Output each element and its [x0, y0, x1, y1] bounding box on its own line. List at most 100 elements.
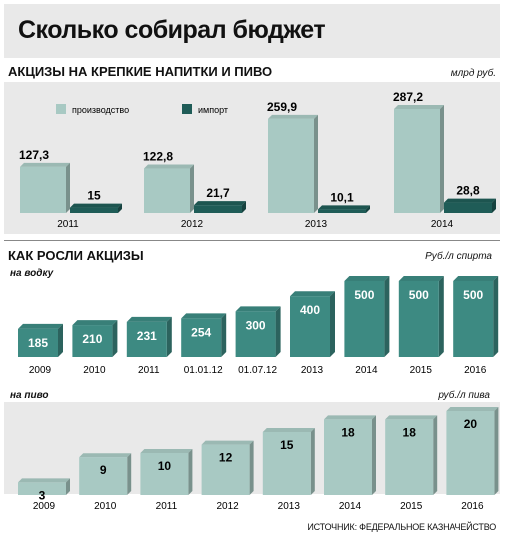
bar-vodka-2015-top [398, 276, 444, 281]
label-vodka-2014: 500 [354, 288, 374, 302]
legend-production-label: производство [72, 105, 129, 115]
bar-vodka-2009-side [58, 323, 63, 357]
bar-beer-2010 [79, 457, 128, 495]
bar-beer-2010-top [79, 453, 132, 458]
bar-vodka-2010 [72, 325, 113, 357]
label-beer-2011: 10 [158, 459, 172, 473]
label-beer-2009: 3 [39, 488, 46, 502]
tick-beer-2015: 2015 [400, 501, 423, 512]
legend-import-swatch [182, 104, 192, 114]
label-vodka-01.07.12: 300 [246, 318, 266, 332]
bar-beer-2016 [446, 411, 495, 495]
bar-import-2013 [318, 209, 366, 213]
tick-beer-2012: 2012 [216, 501, 239, 512]
bar-beer-2013-top [262, 428, 315, 432]
bar-vodka-2014 [344, 281, 385, 357]
beer-unit: руб./л пива [438, 390, 490, 401]
tick-vodka-2015: 2015 [410, 365, 433, 376]
bar-beer-2015 [385, 419, 434, 495]
label-production-2014: 287,2 [393, 90, 423, 104]
bar-beer-2012 [201, 444, 250, 495]
bar-vodka-2016-side [493, 276, 499, 357]
bar-import-2014-side [492, 198, 496, 213]
legend-import-label: импорт [198, 105, 228, 115]
tick-vodka-01.07.12: 01.07.12 [238, 365, 277, 376]
label-vodka-2009: 185 [28, 336, 48, 350]
bar-vodka-2010-side [112, 320, 118, 357]
label-vodka-01.01.12: 254 [191, 325, 211, 339]
bar-vodka-2014-top [344, 276, 390, 281]
label-vodka-2011: 231 [137, 329, 157, 343]
bar-production-2012-top [144, 164, 194, 169]
bar-vodka-2011 [126, 321, 167, 357]
bar-beer-2013-side [310, 428, 315, 495]
label-beer-2013: 15 [280, 438, 294, 452]
tick-beer-2016: 2016 [461, 501, 484, 512]
bar-vodka-01.01.12 [181, 318, 222, 357]
page-title: Сколько собирал бюджет [18, 16, 326, 44]
label-beer-2014: 18 [341, 425, 355, 439]
label-beer-2016: 20 [464, 417, 478, 431]
section-divider [4, 240, 500, 241]
label-production-2012: 122,8 [143, 150, 173, 164]
label-production-2013: 259,9 [267, 100, 297, 114]
bar-import-2013-top [318, 205, 370, 210]
bar-vodka-2009 [18, 328, 58, 357]
bar-import-2014 [444, 202, 492, 213]
bar-import-2012-side [242, 201, 246, 213]
tick-beer-2011: 2011 [156, 501, 178, 512]
title-panel: Сколько собирал бюджет [4, 4, 500, 58]
bar-vodka-01.01.12-top [181, 313, 227, 319]
bar-import-2012 [194, 205, 242, 213]
section1-title: АКЦИЗЫ НА КРЕПКИЕ НАПИТКИ И ПИВО [8, 64, 273, 79]
bar-beer-2009 [18, 482, 66, 495]
bar-vodka-2014-side [384, 276, 390, 357]
bar-beer-2013 [262, 432, 311, 495]
label-import-2011: 15 [87, 189, 101, 203]
tick-year-2012: 2012 [181, 219, 204, 230]
bar-vodka-2011-side [166, 316, 172, 357]
label-vodka-2016: 500 [463, 288, 483, 302]
bar-beer-2014-top [324, 415, 376, 420]
tick-vodka-2009: 2009 [29, 365, 52, 376]
bar-beer-2011 [140, 453, 189, 495]
legend-production-swatch [56, 104, 66, 114]
bar-import-2011-top [70, 203, 122, 208]
section2-title: КАК РОСЛИ АКЦИЗЫ [8, 248, 144, 263]
tick-vodka-2013: 2013 [301, 365, 324, 376]
label-import-2014: 28,8 [456, 184, 480, 198]
section1-unit: млрд руб. [450, 68, 496, 79]
bar-import-2014-top [444, 198, 496, 203]
bar-production-2013-top [268, 114, 318, 119]
bar-production-2011 [20, 166, 66, 213]
source-note: ИСТОЧНИК: ФЕДЕРАЛЬНОЕ КАЗНАЧЕЙСТВО [307, 522, 496, 532]
bar-production-2012 [144, 168, 190, 213]
tick-year-2013: 2013 [305, 219, 328, 230]
vodka-label: на водку [10, 268, 54, 279]
section2-unit: Руб./л спирта [425, 251, 492, 262]
bar-beer-2016-side [494, 407, 499, 495]
bar-beer-2015-side [433, 415, 438, 495]
bar-vodka-2016-top [453, 276, 499, 281]
tick-beer-2010: 2010 [94, 501, 117, 512]
bar-beer-2010-side [127, 453, 132, 495]
label-vodka-2015: 500 [409, 288, 429, 302]
bar-beer-2012-side [249, 440, 254, 495]
bar-import-2011 [70, 207, 118, 213]
bar-beer-2011-top [140, 449, 193, 453]
label-production-2011: 127,3 [19, 148, 49, 162]
label-import-2012: 21,7 [206, 186, 230, 200]
tick-beer-2009: 2009 [33, 501, 56, 512]
bar-import-2011-side [118, 203, 122, 213]
bar-beer-2009-side [66, 478, 70, 495]
bar-import-2013-side [366, 205, 370, 213]
label-beer-2012: 12 [219, 451, 233, 465]
tick-vodka-2016: 2016 [464, 365, 487, 376]
tick-year-2014: 2014 [431, 219, 454, 230]
bar-beer-2016-top [446, 407, 499, 411]
bar-beer-2011-side [188, 449, 193, 495]
bar-vodka-2010-top [72, 320, 118, 326]
bar-beer-2014-side [372, 415, 376, 495]
bar-vodka-2009-top [18, 323, 63, 329]
tick-vodka-2014: 2014 [355, 365, 378, 376]
